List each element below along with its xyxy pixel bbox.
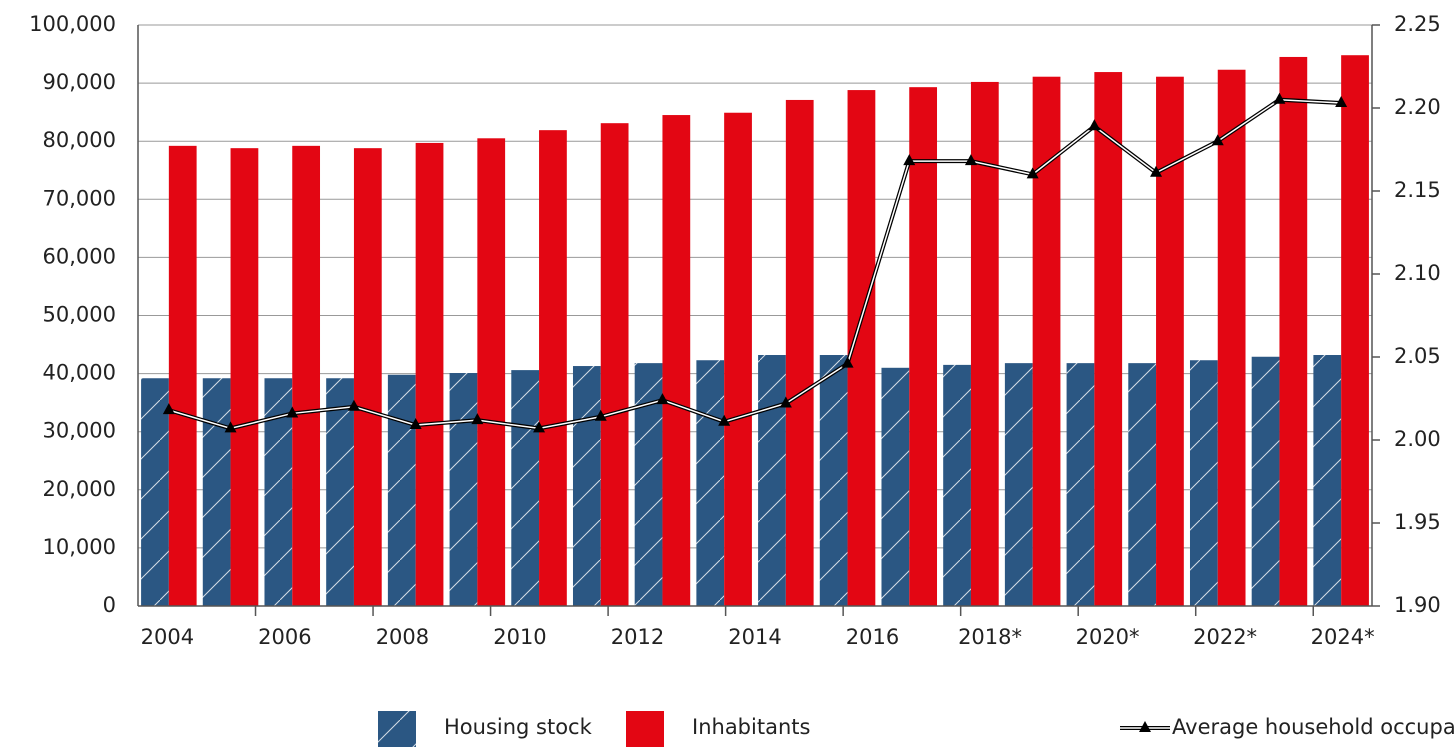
bar [1156, 76, 1184, 607]
line-marker [656, 393, 669, 405]
bar [785, 99, 814, 606]
y-tick-label: 40,000 [43, 361, 116, 385]
x-tick-label: 2004 [141, 625, 194, 649]
bar [1251, 356, 1280, 606]
line-marker [1088, 119, 1101, 131]
legend-label: Average household occupancy [1172, 715, 1455, 739]
y-tick-label: 30,000 [43, 419, 116, 443]
bar [572, 366, 601, 606]
line-marker [286, 406, 299, 418]
bar [202, 378, 231, 606]
y2-tick-label: 2.00 [1394, 427, 1441, 451]
bar [758, 355, 786, 606]
line-marker [1026, 167, 1039, 179]
y-tick-label: 60,000 [43, 244, 116, 268]
x-tick-label: 2020* [1076, 625, 1140, 649]
bar [1128, 363, 1157, 606]
bar [141, 378, 169, 606]
bar [1004, 363, 1033, 606]
bar [724, 112, 752, 606]
y-tick-label: 90,000 [43, 70, 116, 94]
y-tick-label: 80,000 [43, 128, 116, 152]
y2-tick-label: 1.95 [1394, 510, 1441, 534]
line-marker [347, 399, 360, 411]
x-tick-label: 2014 [728, 625, 781, 649]
legend-swatch [378, 711, 416, 747]
line-marker [224, 421, 237, 433]
line-highlight [168, 98, 1342, 430]
y-tick-label: 20,000 [43, 477, 116, 501]
bar [353, 148, 382, 606]
bar [326, 378, 354, 606]
bar [292, 145, 321, 606]
line-marker [594, 409, 607, 421]
line-marker [471, 413, 484, 425]
bar [1313, 355, 1342, 606]
bar [881, 367, 910, 606]
y-tick-label: 50,000 [43, 303, 116, 327]
y2-tick-label: 2.05 [1394, 344, 1441, 368]
x-tick-label: 2022* [1193, 625, 1257, 649]
y-tick-label: 70,000 [43, 186, 116, 210]
y2-tick-label: 1.90 [1394, 593, 1441, 617]
bar [539, 130, 567, 606]
bar [1279, 56, 1308, 606]
bar [477, 138, 506, 607]
bar [600, 123, 629, 607]
bar [696, 360, 725, 606]
line-marker [779, 396, 792, 408]
line-marker [1335, 96, 1348, 108]
y-tick-label: 100,000 [29, 12, 116, 36]
x-tick-label: 2018* [958, 625, 1022, 649]
x-tick-label: 2016 [846, 625, 899, 649]
bar [230, 148, 259, 606]
bar [1094, 72, 1123, 607]
x-tick-label: 2006 [258, 625, 311, 649]
y2-tick-label: 2.10 [1394, 261, 1441, 285]
bar [449, 373, 478, 606]
bar [168, 145, 197, 606]
bar [1066, 363, 1095, 606]
line-marker [1211, 134, 1224, 146]
line-marker [533, 421, 546, 433]
bar [1217, 69, 1246, 606]
line-marker [964, 154, 977, 166]
bar [415, 142, 444, 606]
y2-tick-label: 2.20 [1394, 95, 1441, 119]
line-marker [162, 403, 175, 415]
line-marker [1273, 92, 1286, 104]
y2-tick-label: 2.25 [1394, 12, 1441, 36]
legend-label: Inhabitants [692, 715, 810, 739]
bar [511, 370, 540, 606]
legend-marker [1139, 721, 1151, 732]
bar [662, 115, 691, 607]
y-tick-label: 10,000 [43, 535, 116, 559]
bar [909, 87, 938, 607]
bar [970, 81, 999, 607]
bar [943, 364, 971, 606]
y-tick-label: 0 [103, 593, 116, 617]
legend-swatch [626, 711, 664, 747]
bar [819, 355, 848, 606]
bar [1341, 55, 1369, 607]
line-marker [409, 418, 422, 430]
line-marker [841, 356, 854, 368]
bar [1189, 360, 1218, 606]
x-tick-label: 2008 [376, 625, 429, 649]
bar [387, 374, 416, 606]
line-marker [718, 414, 731, 426]
x-tick-label: 2012 [611, 625, 664, 649]
line-marker [1150, 165, 1163, 177]
line-marker [903, 154, 916, 166]
y2-tick-label: 2.15 [1394, 178, 1441, 202]
x-tick-label: 2010 [493, 625, 546, 649]
legend-label: Housing stock [444, 715, 593, 739]
x-tick-label: 2024* [1311, 625, 1375, 649]
